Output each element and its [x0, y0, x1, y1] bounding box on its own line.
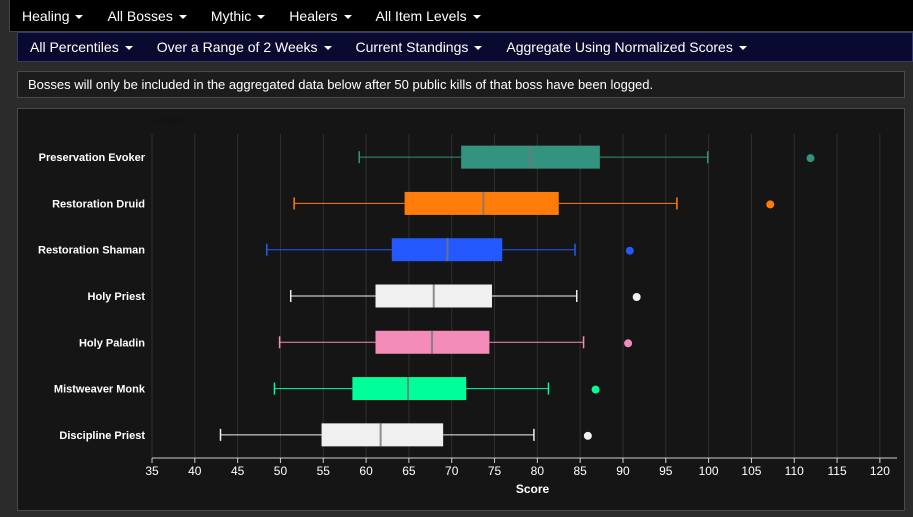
time-range-dropdown-label: Over a Range of 2 Weeks — [156, 39, 318, 55]
chevron-down-icon — [257, 14, 266, 19]
category-label: Restoration Druid — [52, 198, 145, 210]
standings-dropdown[interactable]: Current Standings — [344, 33, 495, 61]
category-label: Holy Paladin — [79, 337, 145, 349]
time-range-dropdown[interactable]: Over a Range of 2 Weeks — [145, 33, 344, 61]
top-filter-bar: Healing All Bosses Mythic Healers All It… — [9, 0, 913, 32]
difficulty-dropdown-label: Mythic — [210, 7, 252, 24]
kills-notice: Bosses will only be included in the aggr… — [17, 71, 905, 98]
chevron-down-icon — [124, 46, 133, 50]
metric-dropdown[interactable]: Healing — [10, 0, 95, 31]
x-tick-label: 105 — [741, 464, 761, 478]
outlier-point — [766, 200, 775, 209]
x-tick-label: 90 — [616, 464, 630, 478]
standings-dropdown-label: Current Standings — [355, 39, 469, 55]
secondary-filter-bar: All Percentiles Over a Range of 2 Weeks … — [17, 32, 913, 62]
x-tick-label: 75 — [488, 464, 502, 478]
metric-dropdown-label: Healing — [22, 7, 70, 24]
outlier-point — [625, 246, 634, 255]
x-tick-label: 55 — [317, 464, 331, 478]
role-dropdown-label: Healers — [289, 7, 338, 24]
item-level-dropdown[interactable]: All Item Levels — [364, 0, 493, 31]
x-tick-label: 65 — [402, 464, 416, 478]
chevron-down-icon — [178, 14, 187, 19]
chevron-down-icon — [323, 46, 332, 50]
x-tick-label: 95 — [659, 464, 673, 478]
aggregation-dropdown[interactable]: Aggregate Using Normalized Scores — [494, 33, 758, 61]
chart-panel — [17, 108, 905, 511]
x-tick-label: 110 — [785, 464, 804, 478]
x-tick-label: 120 — [870, 464, 890, 478]
x-tick-label: 50 — [274, 464, 288, 478]
iqr-box — [404, 191, 559, 215]
iqr-box — [321, 423, 444, 447]
x-tick-label: 80 — [531, 464, 545, 478]
percentile-dropdown-label: All Percentiles — [30, 39, 119, 55]
outlier-point — [583, 431, 592, 440]
x-tick-label: 70 — [445, 464, 459, 478]
outlier-point — [806, 154, 815, 163]
x-tick-label: 35 — [145, 464, 159, 478]
x-tick-label: 115 — [827, 464, 846, 478]
boss-dropdown-label: All Bosses — [107, 7, 173, 24]
category-label: Preservation Evoker — [39, 152, 146, 164]
iqr-box — [352, 377, 467, 401]
category-label: Holy Priest — [88, 291, 146, 303]
outlier-point — [624, 339, 633, 348]
category-label: Mistweaver Monk — [54, 384, 146, 396]
zoom-label[interactable]: Zoom — [153, 113, 184, 127]
chevron-down-icon — [75, 14, 84, 19]
x-tick-label: 100 — [699, 464, 719, 478]
chevron-down-icon — [474, 46, 483, 50]
x-tick-label: 60 — [359, 464, 373, 478]
x-axis-title: Score — [516, 482, 550, 496]
boss-dropdown[interactable]: All Bosses — [95, 0, 198, 31]
category-label: Discipline Priest — [59, 430, 145, 442]
chevron-down-icon — [343, 14, 352, 19]
x-tick-label: 40 — [188, 464, 202, 478]
x-tick-label: 45 — [231, 464, 245, 478]
outlier-point — [591, 385, 600, 394]
percentile-dropdown[interactable]: All Percentiles — [18, 33, 145, 61]
difficulty-dropdown[interactable]: Mythic — [199, 0, 277, 31]
item-level-dropdown-label: All Item Levels — [375, 7, 467, 24]
chevron-down-icon — [738, 46, 747, 50]
category-label: Restoration Shaman — [38, 245, 145, 257]
aggregation-dropdown-label: Aggregate Using Normalized Scores — [506, 39, 733, 55]
chevron-down-icon — [472, 14, 481, 19]
x-tick-label: 85 — [573, 464, 587, 478]
role-dropdown[interactable]: Healers — [277, 0, 363, 31]
outlier-point — [632, 293, 641, 301]
